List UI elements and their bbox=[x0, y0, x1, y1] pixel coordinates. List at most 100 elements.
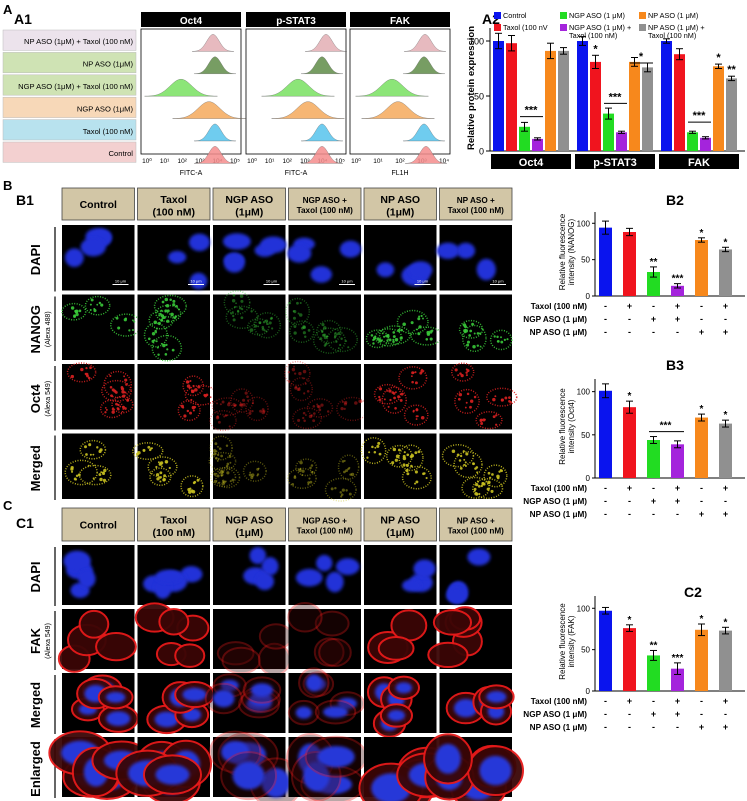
micrograph-background bbox=[288, 609, 361, 669]
signal-dot bbox=[311, 471, 314, 473]
signal-dot bbox=[462, 323, 467, 327]
signal-dot bbox=[92, 453, 95, 456]
signal-dot bbox=[75, 312, 79, 317]
signal-dot bbox=[451, 449, 456, 453]
signal-dot bbox=[420, 415, 425, 420]
signal-dot bbox=[392, 331, 396, 334]
signal-dot bbox=[87, 376, 91, 380]
flow-row-label-box bbox=[2, 74, 137, 96]
bar bbox=[671, 285, 684, 296]
scale-bar-label: 10 μm bbox=[190, 279, 202, 284]
signal-dot bbox=[269, 317, 273, 320]
signal-dot bbox=[292, 310, 295, 313]
signal-dot bbox=[88, 443, 92, 447]
condition-header: Control bbox=[80, 199, 117, 211]
legend-swatch bbox=[560, 12, 567, 19]
signal-dot bbox=[205, 393, 209, 397]
signal-dot bbox=[293, 325, 297, 329]
condition-header: NP ASO (1μM) bbox=[380, 194, 420, 219]
cell-outline bbox=[401, 465, 432, 490]
signal-dot bbox=[378, 395, 381, 399]
cell-outline bbox=[245, 396, 269, 422]
signal-dot bbox=[493, 335, 496, 338]
signal-dot bbox=[465, 371, 468, 374]
nucleus bbox=[476, 258, 496, 281]
treatment-symbol: + bbox=[723, 509, 728, 519]
treatment-symbol: - bbox=[724, 314, 727, 324]
signal-dot bbox=[249, 409, 252, 412]
cell-outline bbox=[450, 362, 475, 382]
signal-dot bbox=[373, 338, 376, 341]
signal-dot bbox=[310, 471, 313, 474]
nucleus bbox=[64, 248, 84, 268]
signal-dot bbox=[302, 377, 305, 380]
signal-dot bbox=[175, 304, 178, 308]
signal-dot bbox=[372, 342, 375, 345]
signal-dot bbox=[323, 326, 327, 330]
signal-dot bbox=[259, 409, 262, 413]
flow-histogram-peak bbox=[301, 123, 343, 142]
signal-dot bbox=[463, 330, 467, 334]
nucleus bbox=[310, 266, 332, 283]
signal-dot bbox=[406, 472, 410, 476]
signal-dot bbox=[307, 481, 310, 484]
signal-dot bbox=[270, 316, 273, 320]
treatment-symbol: - bbox=[604, 314, 607, 324]
signal-dot bbox=[387, 405, 390, 408]
treatment-label: NP ASO (1 μM) bbox=[530, 510, 588, 519]
signal-dot bbox=[90, 298, 94, 302]
row-label: DAPI bbox=[28, 244, 43, 275]
row-label: DAPI bbox=[28, 561, 43, 592]
flow-histogram-peak bbox=[403, 56, 445, 74]
signal-dot bbox=[402, 454, 406, 458]
y-tick-label: 50 bbox=[581, 431, 590, 440]
cell-membrane bbox=[287, 602, 323, 633]
cell-outline bbox=[131, 442, 164, 461]
signal-dot bbox=[239, 402, 244, 407]
signal-dot bbox=[323, 344, 327, 347]
signal-dot bbox=[458, 459, 462, 462]
signal-dot bbox=[310, 414, 313, 417]
bar bbox=[661, 41, 672, 151]
micrograph bbox=[204, 673, 286, 733]
signal-dot bbox=[189, 411, 192, 415]
signal-dot bbox=[182, 406, 185, 409]
signal-dot bbox=[171, 348, 175, 352]
signal-dot bbox=[374, 446, 377, 449]
micrograph: 10 μm bbox=[364, 225, 437, 291]
signal-dot bbox=[212, 449, 217, 453]
bar bbox=[599, 390, 612, 478]
signal-dot bbox=[78, 309, 82, 313]
signal-dot bbox=[301, 326, 304, 330]
signal-dot bbox=[466, 343, 470, 347]
row-label: Merged bbox=[28, 682, 43, 728]
signal-dot bbox=[457, 397, 461, 401]
signal-dot bbox=[492, 415, 496, 419]
signal-dot bbox=[412, 410, 415, 413]
signal-dot bbox=[217, 420, 221, 424]
signal-dot bbox=[155, 473, 160, 477]
signal-dot bbox=[358, 399, 362, 404]
signal-dot bbox=[297, 418, 301, 422]
signal-dot bbox=[271, 327, 274, 330]
signal-dot bbox=[197, 385, 201, 389]
signal-dot bbox=[156, 346, 159, 349]
cell-outline bbox=[182, 375, 205, 397]
signal-dot bbox=[504, 396, 508, 400]
signal-dot bbox=[302, 325, 306, 329]
micrograph: 10 μm bbox=[137, 225, 211, 291]
flow-histogram-peak bbox=[144, 79, 218, 97]
signal-dot bbox=[466, 340, 470, 344]
signal-dot bbox=[348, 492, 352, 496]
nucleus bbox=[249, 546, 267, 565]
signal-dot bbox=[121, 387, 125, 391]
signal-dot bbox=[319, 337, 323, 341]
signal-dot bbox=[482, 418, 486, 422]
signal-dot bbox=[392, 447, 397, 452]
micrograph bbox=[57, 609, 137, 673]
signal-dot bbox=[93, 309, 97, 313]
treatment-symbol: + bbox=[699, 722, 704, 732]
signal-dot bbox=[225, 464, 229, 468]
flow-panel-title: FAK bbox=[390, 16, 411, 27]
